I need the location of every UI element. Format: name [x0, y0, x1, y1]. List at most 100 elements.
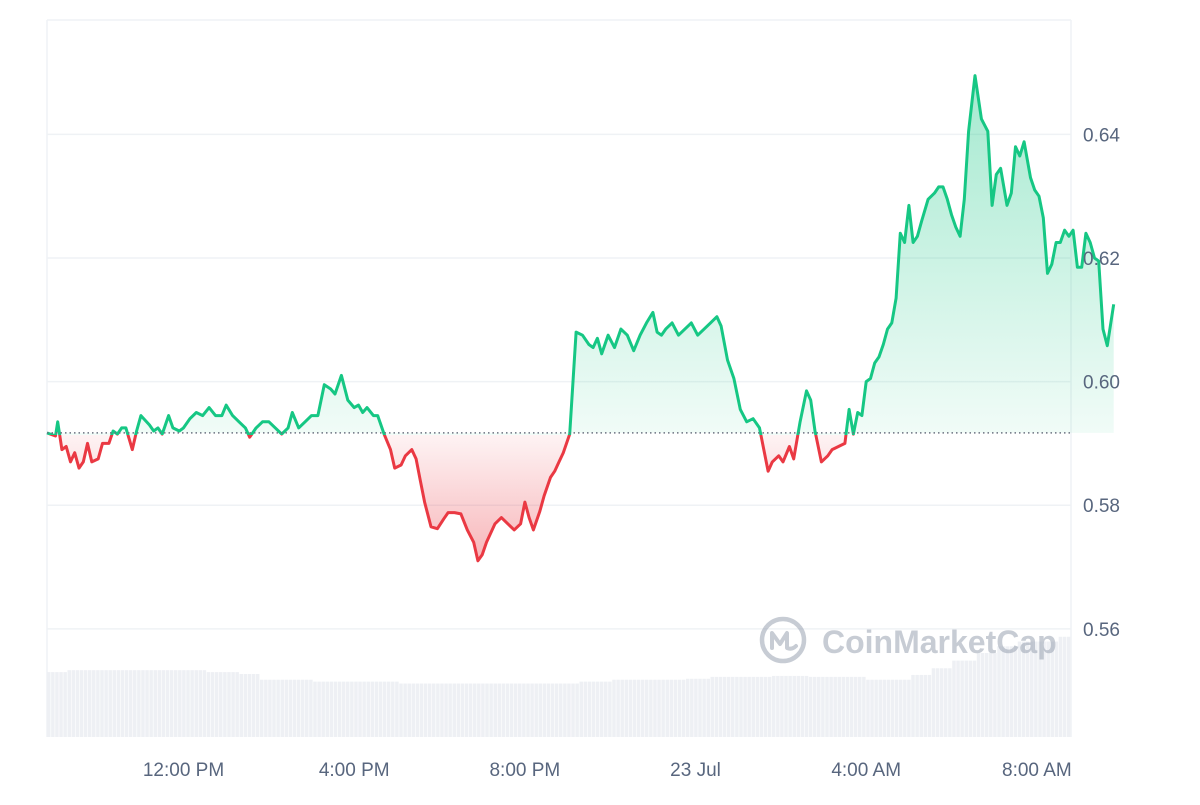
- x-tick-label: 8:00 AM: [1002, 760, 1072, 781]
- watermark: CoinMarketCap: [759, 616, 1057, 664]
- volume-bar: [956, 660, 960, 737]
- volume-bar: [440, 683, 444, 737]
- volume-bar: [157, 670, 162, 737]
- volume-bar: [169, 670, 174, 737]
- volume-bar: [243, 674, 248, 737]
- volume-bar: [898, 679, 903, 737]
- x-tick-label: 12:00 PM: [143, 760, 224, 781]
- volume-bar: [808, 676, 813, 737]
- volume-bar: [259, 679, 264, 737]
- volume-bar: [984, 653, 989, 737]
- volume-bar: [391, 681, 395, 737]
- volume-bar: [223, 672, 227, 737]
- y-tick-label: 0.56: [1083, 620, 1120, 641]
- volume-bar: [509, 683, 514, 737]
- volume-bar: [649, 679, 653, 737]
- volume-bar: [489, 683, 493, 737]
- volume-bar: [112, 670, 117, 737]
- y-axis: 0.56 0.58 0.60 0.62 0.64: [1083, 125, 1120, 640]
- volume-bar: [849, 676, 854, 737]
- volume-bar: [59, 672, 63, 737]
- volume-bar: [743, 676, 747, 737]
- volume-bar: [739, 676, 743, 737]
- volume-bar: [79, 670, 84, 737]
- volume-bar: [845, 676, 850, 737]
- volume-bar: [939, 668, 944, 737]
- volume-bar: [759, 676, 764, 737]
- volume-bar: [186, 670, 190, 737]
- volume-bar: [71, 670, 76, 737]
- volume-bar: [636, 679, 641, 737]
- volume-bar: [190, 670, 194, 737]
- volume-bar: [153, 670, 157, 737]
- volume-bar: [915, 674, 919, 737]
- volume-bar: [792, 675, 796, 737]
- volume-bar: [194, 670, 198, 737]
- volume-bar: [219, 672, 223, 737]
- volume-bar: [853, 676, 858, 737]
- volume-bar: [1038, 641, 1042, 737]
- volume-bar: [370, 681, 375, 737]
- volume-bar: [944, 668, 948, 737]
- volume-bar: [780, 675, 784, 737]
- volume-bar: [837, 676, 842, 737]
- volume-bar: [493, 683, 497, 737]
- volume-bar: [485, 683, 489, 737]
- volume-bar: [1058, 636, 1063, 737]
- volume-bar: [444, 683, 448, 737]
- volume-bar: [550, 683, 555, 737]
- volume-bar: [1025, 641, 1030, 737]
- volume-bar: [161, 670, 166, 737]
- volume-bar: [833, 676, 837, 737]
- volume-bar: [472, 683, 477, 737]
- volume-bar: [1054, 641, 1059, 737]
- volume-bar: [128, 670, 133, 737]
- volume-bar: [395, 681, 399, 737]
- volume-bar: [681, 679, 686, 737]
- volume-bar: [288, 679, 293, 737]
- volume-bar: [464, 683, 469, 737]
- volume-bar: [255, 674, 260, 737]
- volume-bar: [210, 672, 215, 737]
- volume-bar: [264, 679, 268, 737]
- volume-bar: [829, 676, 833, 737]
- volume-bar: [456, 683, 461, 737]
- volume-bar: [632, 679, 637, 737]
- volume-bar: [100, 670, 104, 737]
- x-tick-label: 8:00 PM: [489, 760, 560, 781]
- volume-bar: [407, 683, 411, 737]
- volume-bar: [272, 679, 276, 737]
- volume-bar: [382, 681, 387, 737]
- volume-bar: [251, 674, 256, 737]
- volume-bar: [67, 670, 71, 737]
- volume-bar: [554, 683, 559, 737]
- volume-bar: [96, 670, 100, 737]
- area-layer: [47, 75, 1114, 561]
- x-tick-label: 4:00 PM: [319, 760, 390, 781]
- volume-bar: [776, 675, 780, 737]
- volume-bar: [620, 679, 624, 737]
- volume-bar: [231, 672, 235, 737]
- volume-bar: [481, 683, 485, 737]
- volume-bar: [698, 678, 702, 737]
- volume-bar: [501, 683, 506, 737]
- volume-bar: [411, 683, 416, 737]
- volume-bar: [931, 668, 936, 737]
- volume-bar: [825, 676, 829, 737]
- volume-bar: [665, 679, 669, 737]
- volume-bar: [374, 681, 379, 737]
- volume-bar: [325, 681, 330, 737]
- volume-bar: [1062, 636, 1067, 737]
- volume-bar: [522, 683, 526, 737]
- volume-bar: [726, 676, 731, 737]
- volume-bar: [841, 676, 846, 737]
- volume-bar: [694, 678, 698, 737]
- volume-bar: [964, 660, 968, 737]
- area-below-baseline: [52, 435, 846, 561]
- volume-bar: [182, 670, 186, 737]
- volume-bar: [747, 676, 751, 737]
- volume-bar: [268, 679, 272, 737]
- x-tick-label: 4:00 AM: [831, 760, 901, 781]
- volume-bar: [710, 676, 715, 737]
